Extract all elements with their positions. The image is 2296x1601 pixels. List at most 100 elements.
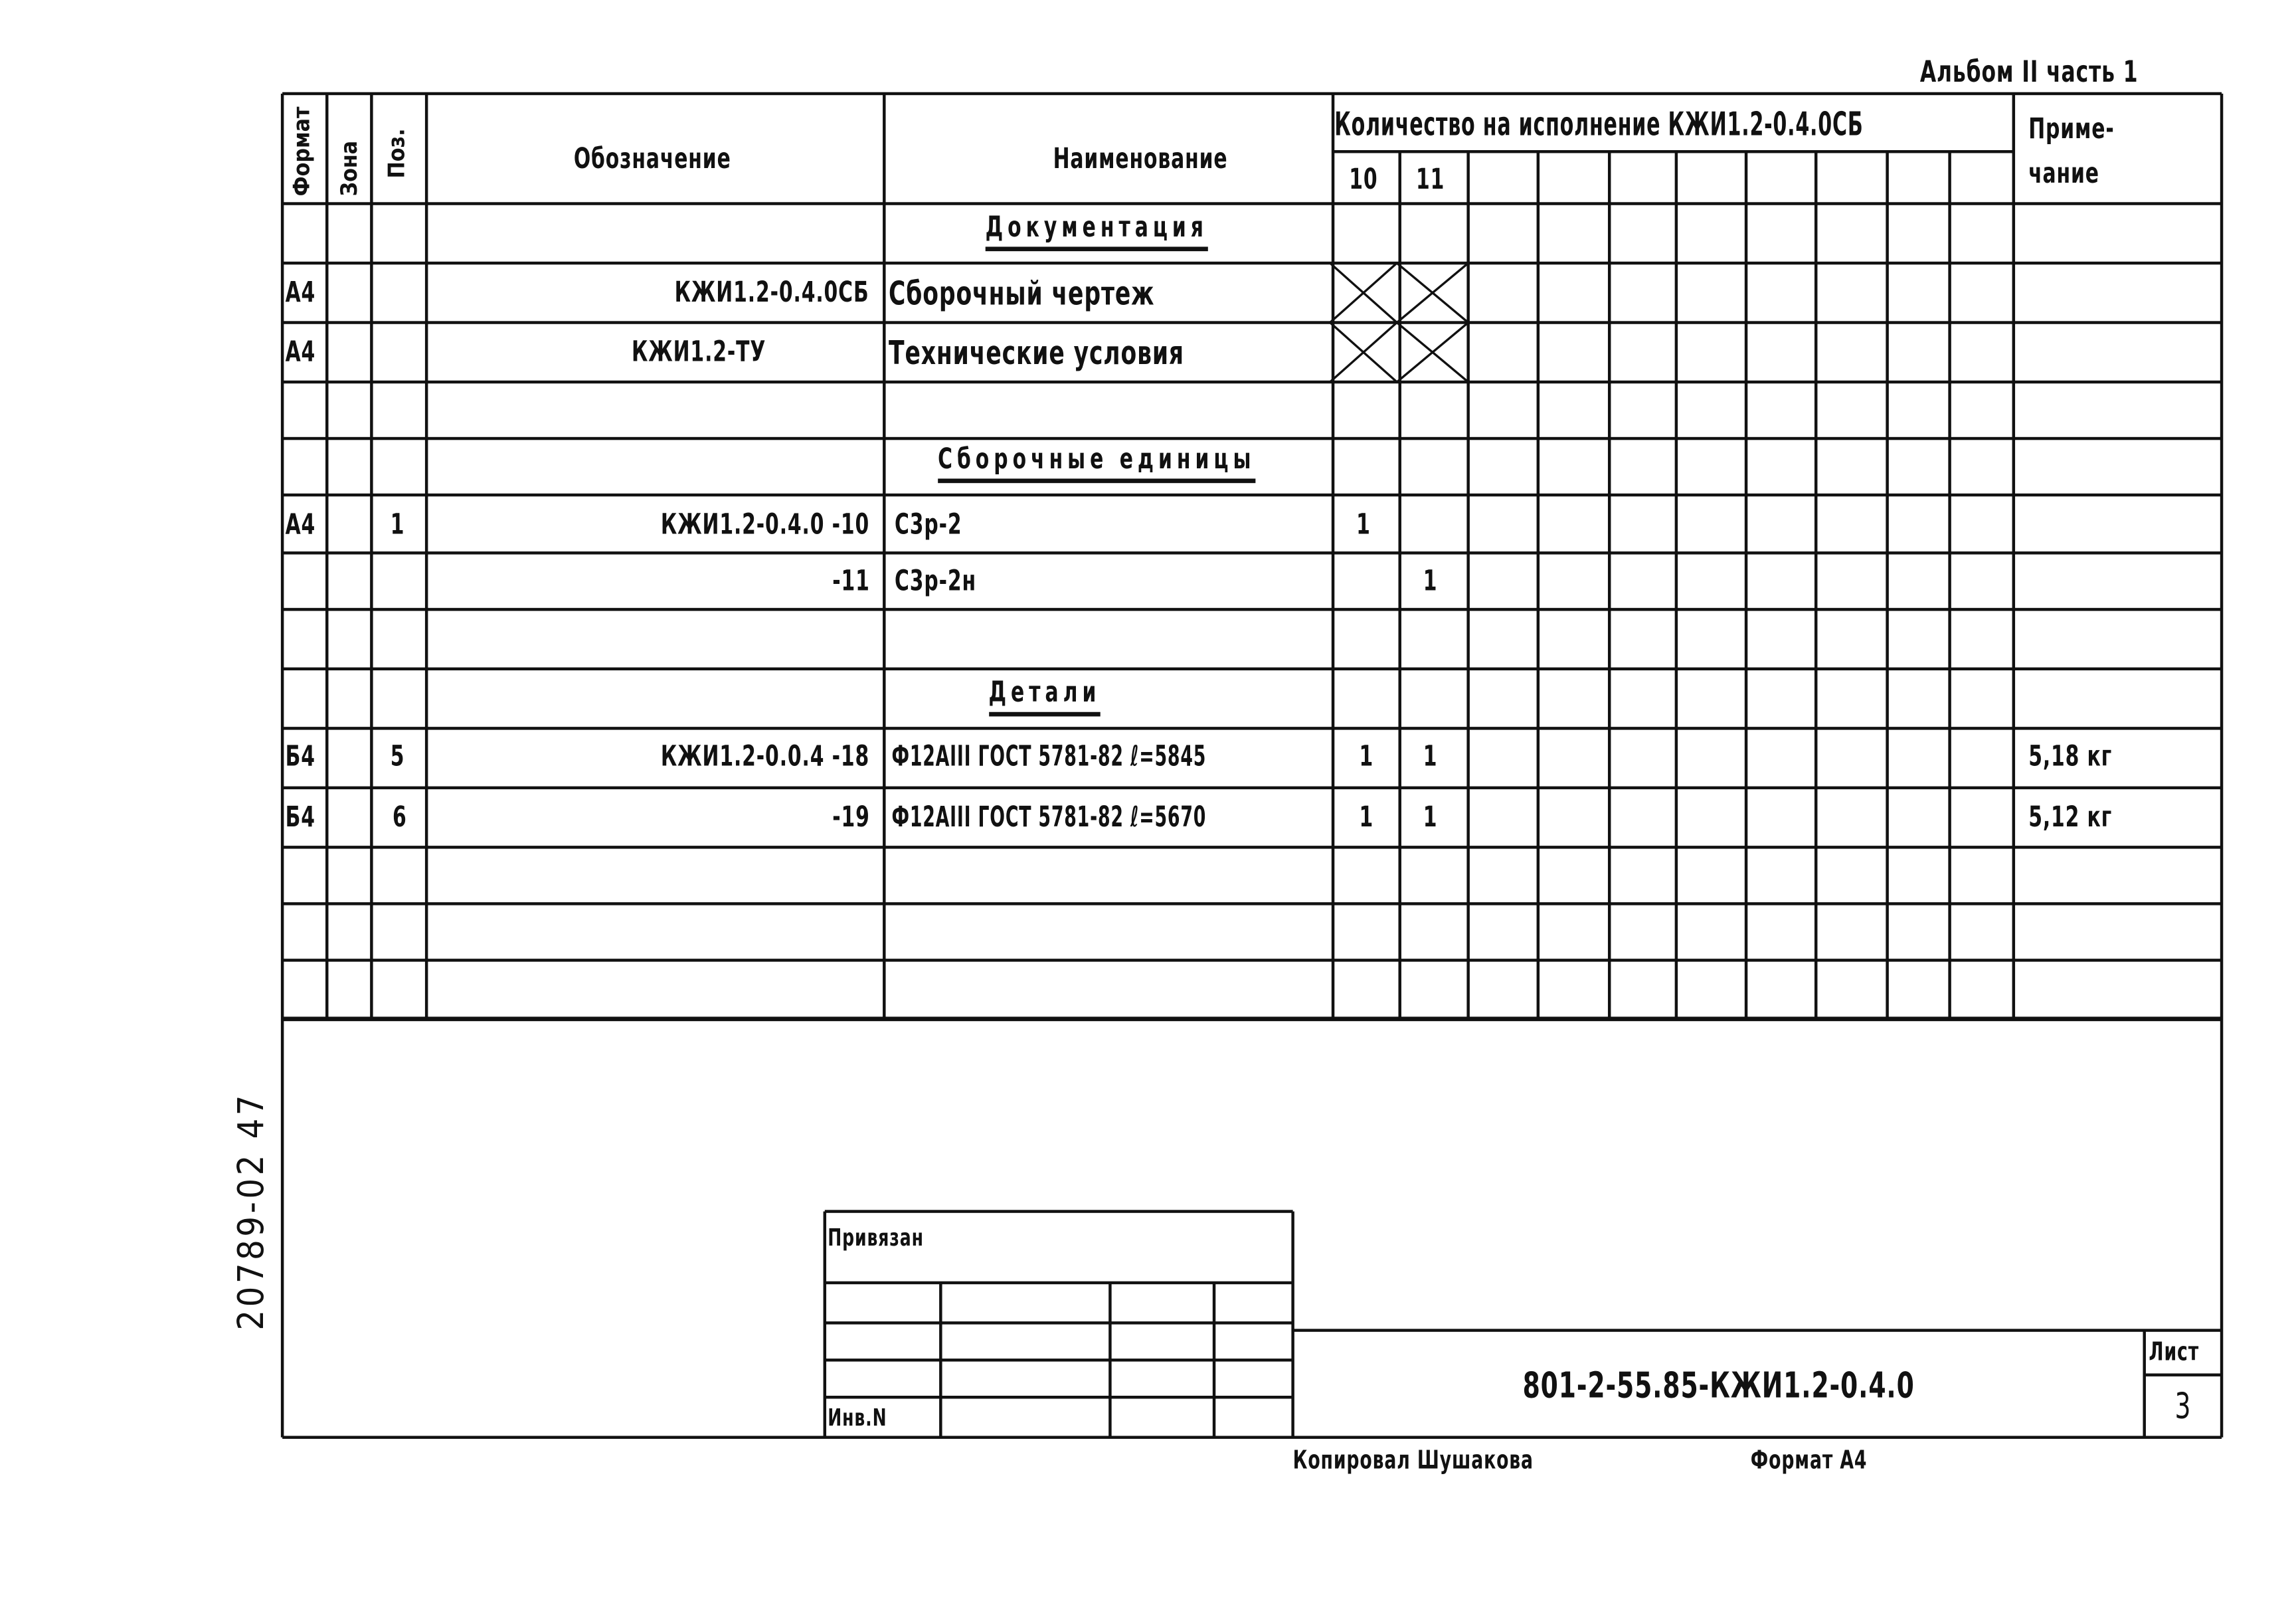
header-variant-10: 10 [1349,163,1378,197]
header-note-2: чание [2028,157,2099,191]
document-code: 801-2-55.85-КЖИ1.2-0.4.0 [1522,1365,1915,1406]
cell-qty-10: 1 [1359,740,1374,773]
cell-designation: КЖИ1.2-0.4.0 -10 [660,508,869,541]
grid-line [2220,93,2224,1438]
grid-line [1608,151,1611,1018]
grid-line [282,551,2222,555]
cell-designation: КЖИ1.2-0.4.0СБ [675,276,869,310]
grid-line [282,608,2222,611]
inventory-number: 20789-02 47 [230,1091,272,1331]
grid-line [1292,1329,2222,1332]
grid-line [1675,151,1678,1018]
grid-line [1745,151,1747,1018]
cell-name: Ф12АIII ГОСТ 5781-82 ℓ=5845 [891,740,1207,773]
grid-line [282,902,2222,905]
grid-line [939,1282,942,1438]
cell-qty-11: 1 [1423,801,1438,834]
cell-qty-11: 1 [1423,740,1438,773]
cell-designation: -19 [832,801,869,834]
cell-designation: КЖИ1.2-0.0.4 -18 [660,740,869,773]
cell-name: С3р-2 [894,508,962,541]
section-assembly-units: Сборочные единицы [928,442,1265,484]
grid-line [2144,1373,2222,1376]
cell-note: 5,18 кг [2028,740,2113,773]
cell-format: А4 [285,276,316,310]
grid-line [282,321,2222,324]
header-pos: Поз. [383,128,410,179]
grid-line [824,1281,1293,1284]
header-note-1: Приме- [2028,113,2115,146]
stamp-attached: Привязан [828,1223,924,1252]
cell-note: 5,12 кг [2028,801,2113,834]
cell-format: Б4 [285,740,315,773]
cell-name: Ф12АIII ГОСТ 5781-82 ℓ=5670 [891,801,1207,834]
sheet-label: Лист [2149,1337,2200,1368]
grid-line [883,93,886,1018]
grid-line [282,493,2222,497]
grid-line [1333,149,2014,153]
grid-line [282,727,2222,730]
section-details: Детали [917,676,1172,717]
cell-designation: КЖИ1.2-ТУ [631,335,766,369]
grid-line [282,436,2222,440]
grid-line [1466,151,1470,1018]
grid-line [282,786,2222,790]
cell-format: Б4 [285,801,315,834]
cell-pos: 5 [390,740,405,773]
grid-line [370,93,373,1018]
grid-line [1948,151,1951,1018]
grid-line [282,1435,2222,1440]
cell-pos: 6 [393,801,407,834]
grid-line [282,92,2222,96]
grid-line [824,1321,1293,1325]
grid-line [824,1210,1293,1213]
grid-line [424,93,428,1018]
grid-line [1886,151,1889,1018]
grid-line [282,959,2222,962]
cell-qty-10: 1 [1359,801,1374,834]
cell-qty-11: 1 [1423,565,1438,598]
grid-line [325,93,329,1018]
grid-line [1814,151,1817,1018]
section-documentation: Документация [928,211,1265,252]
header-name: Наименование [1053,142,1228,176]
cell-name: С3р-2н [894,565,976,598]
cell-qty-10: 1 [1356,508,1371,541]
section-documentation-label: Документация [985,211,1208,252]
header-zone: Зона [335,140,363,197]
grid-line [2143,1330,2146,1438]
header-quantity: Количество на исполнение КЖИ1.2-0.4.0СБ [1334,107,1864,145]
section-assembly-units-label: Сборочные единицы [938,442,1256,484]
section-details-label: Детали [989,676,1101,717]
cell-designation: -11 [832,565,869,598]
grid-line [823,1211,827,1438]
header-designation: Обозначение [573,142,731,176]
grid-line [282,1016,2222,1021]
grid-line [282,261,2222,265]
crossed-cells [1329,262,1469,383]
grid-line [2012,93,2016,1018]
header-format: Формат [288,106,315,197]
grid-line [282,201,2222,206]
stamp-inv-no: Инв.N [828,1403,887,1432]
grid-line [282,380,2222,384]
grid-line [1537,151,1540,1018]
grid-line [1108,1282,1112,1438]
grid-line [1399,151,1401,1018]
sheet-number: 3 [2174,1385,2192,1427]
header-variant-11: 11 [1415,163,1445,197]
album-label: Альбом II часть 1 [1919,53,2139,90]
cell-name: Технические условия [889,335,1184,373]
grid-line [1213,1282,1216,1438]
cell-name: Сборочный чертеж [889,276,1155,314]
grid-line [282,667,2222,671]
cell-pos: 1 [390,508,405,541]
cell-format: А4 [285,508,316,541]
copied-by: Копировал Шушакова [1292,1446,1534,1476]
grid-line [280,93,284,1438]
grid-line [824,1359,1293,1362]
cell-format: А4 [285,335,316,369]
grid-line [1331,93,1335,1018]
grid-line [282,846,2222,849]
